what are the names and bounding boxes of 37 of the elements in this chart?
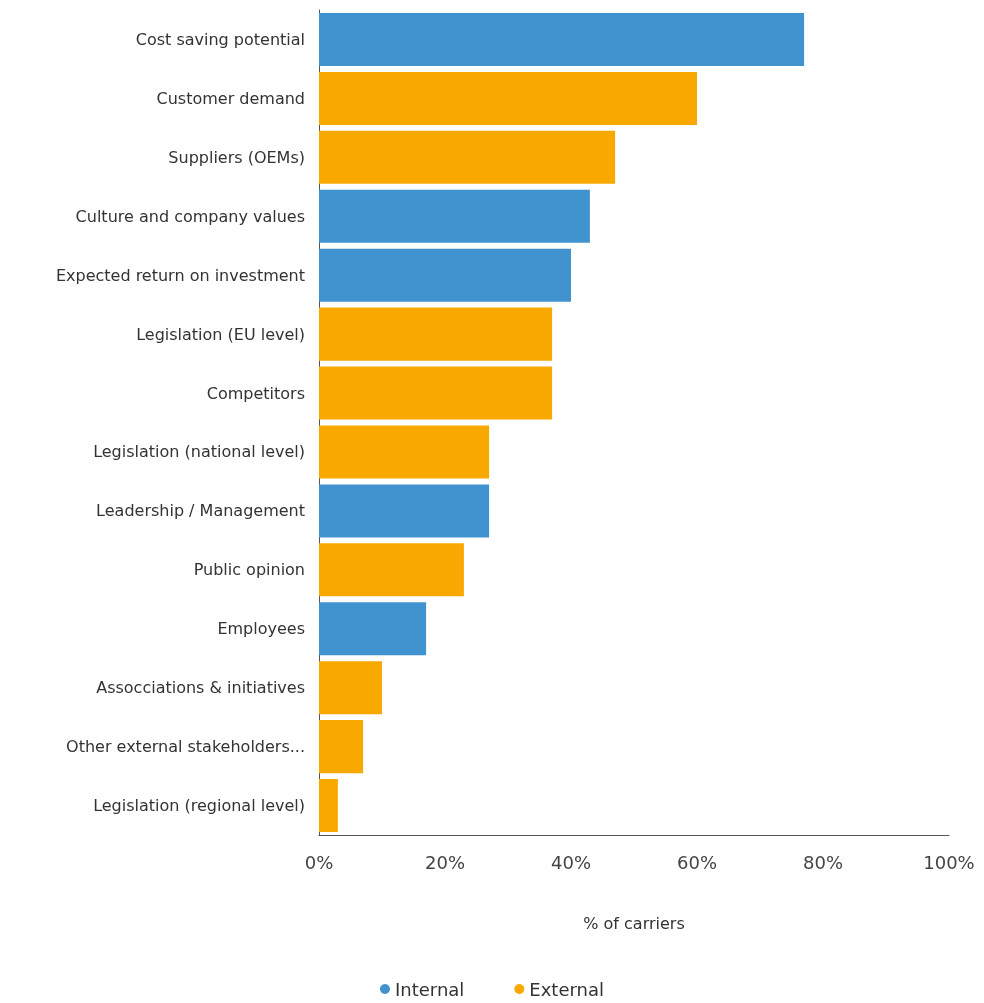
y-tick-label: Legislation (regional level)	[93, 796, 305, 816]
x-axis-title: % of carriers	[583, 913, 685, 933]
x-tick-label: 0%	[304, 851, 334, 873]
y-tick-label: Assocciations & initiatives	[96, 678, 305, 698]
bar	[319, 307, 553, 361]
bar	[319, 543, 464, 597]
y-tick-label: Customer demand	[156, 88, 305, 108]
bar	[319, 720, 364, 774]
y-tick-label: Legislation (national level)	[93, 442, 305, 462]
y-tick-label: Employees	[217, 619, 305, 639]
bar	[319, 425, 490, 479]
y-tick-label: Legislation (EU level)	[136, 324, 305, 344]
bar	[319, 602, 427, 656]
bar	[319, 130, 616, 184]
y-tick-label: Other external stakeholders...	[66, 737, 305, 757]
y-tick-label: Competitors	[206, 383, 305, 403]
bar	[319, 661, 382, 715]
bar	[319, 484, 490, 538]
x-tick-label: 40%	[550, 851, 592, 873]
bar	[319, 71, 697, 125]
x-tick-label: 60%	[676, 851, 718, 873]
legend-label: External	[529, 978, 605, 1000]
x-tick-label: 80%	[802, 851, 844, 873]
bar	[319, 366, 553, 420]
x-tick-label: 100%	[923, 851, 975, 873]
x-tick-label: 20%	[424, 851, 466, 873]
bar	[319, 779, 338, 833]
y-tick-label: Leadership / Management	[96, 501, 305, 521]
y-tick-label: Cost saving potential	[135, 29, 305, 49]
bar	[319, 189, 590, 243]
bar	[319, 248, 571, 302]
y-tick-label: Expected return on investment	[55, 265, 305, 285]
y-tick-label: Suppliers (OEMs)	[168, 147, 305, 167]
legend-label: Internal	[394, 978, 465, 1000]
bar	[319, 12, 805, 66]
y-tick-label: Public opinion	[193, 560, 305, 580]
y-tick-label: Culture and company values	[75, 206, 305, 226]
